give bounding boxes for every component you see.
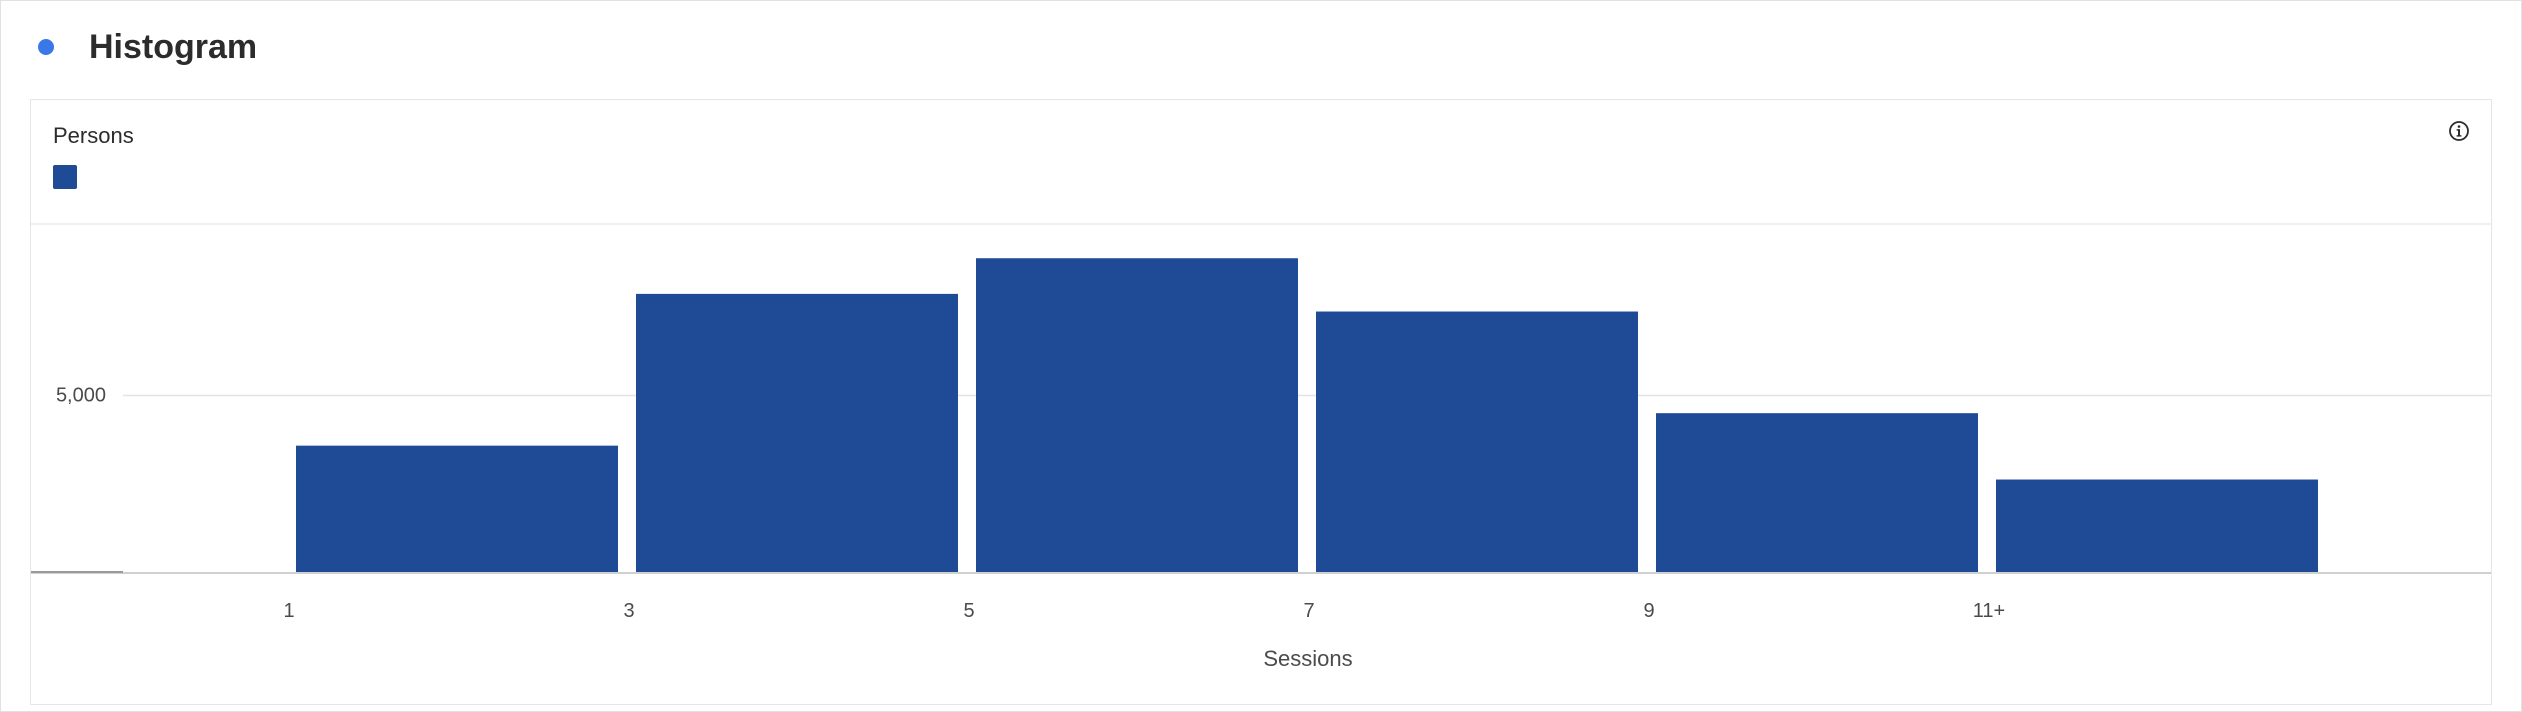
histogram-bar[interactable]: [636, 293, 958, 572]
info-icon[interactable]: [2448, 120, 2470, 142]
panel-header: Histogram: [1, 1, 2521, 93]
x-tick-label: 5: [963, 600, 974, 622]
y-tick-label: 5,000: [56, 385, 106, 407]
histogram-bar[interactable]: [1656, 413, 1978, 572]
histogram-bar[interactable]: [1996, 479, 2318, 572]
legend-label: Persons: [53, 123, 134, 148]
x-tick-label: 9: [1643, 600, 1654, 622]
legend-swatch[interactable]: [53, 165, 77, 189]
x-tick-label: 7: [1303, 600, 1314, 622]
histogram-chart: 5,000 1 3 5 7 9 11+ Sessions: [31, 223, 2491, 671]
x-tick-label: 11+: [1973, 600, 2005, 622]
series-dot-icon: [38, 39, 54, 55]
chart-card: Persons 5,000 1 3 5 7 9 11+ Sessions: [30, 99, 2492, 705]
histogram-bar[interactable]: [296, 445, 618, 572]
histogram-bar[interactable]: [1316, 311, 1638, 572]
histogram-bar[interactable]: [976, 258, 1298, 572]
x-axis-label: Sessions: [1263, 646, 1352, 671]
x-tick-label: 3: [623, 600, 634, 622]
panel-title: Histogram: [89, 28, 258, 66]
x-tick-label: 1: [283, 600, 294, 622]
